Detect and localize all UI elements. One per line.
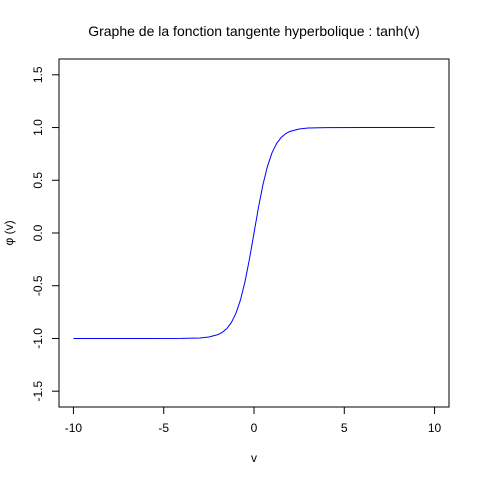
x-tick-label: -10 <box>65 421 83 435</box>
x-axis: -10 -5 0 5 10 <box>65 406 442 435</box>
x-tick-label: -5 <box>158 421 169 435</box>
y-tick-label: -1.5 <box>31 381 45 402</box>
y-tick-label: 1.0 <box>31 119 45 136</box>
chart-title: Graphe de la fonction tangente hyperboli… <box>88 23 420 39</box>
x-axis-label: v <box>251 451 257 465</box>
x-tick-label: 5 <box>341 421 348 435</box>
series-layer <box>73 127 435 339</box>
y-tick-label: 1.5 <box>31 66 45 83</box>
y-axis-label: φ (v) <box>2 220 16 245</box>
x-tick-label: 10 <box>428 421 442 435</box>
y-tick-label: 0.5 <box>31 172 45 189</box>
y-axis: -1.5 -1.0 -0.5 0.0 0.5 1.0 1.5 <box>31 66 60 402</box>
series-line-0 <box>73 127 435 339</box>
y-tick-label: 0.0 <box>31 224 45 241</box>
y-tick-label: -1.0 <box>31 328 45 349</box>
x-tick-label: 0 <box>251 421 258 435</box>
y-tick-label: -0.5 <box>31 275 45 296</box>
